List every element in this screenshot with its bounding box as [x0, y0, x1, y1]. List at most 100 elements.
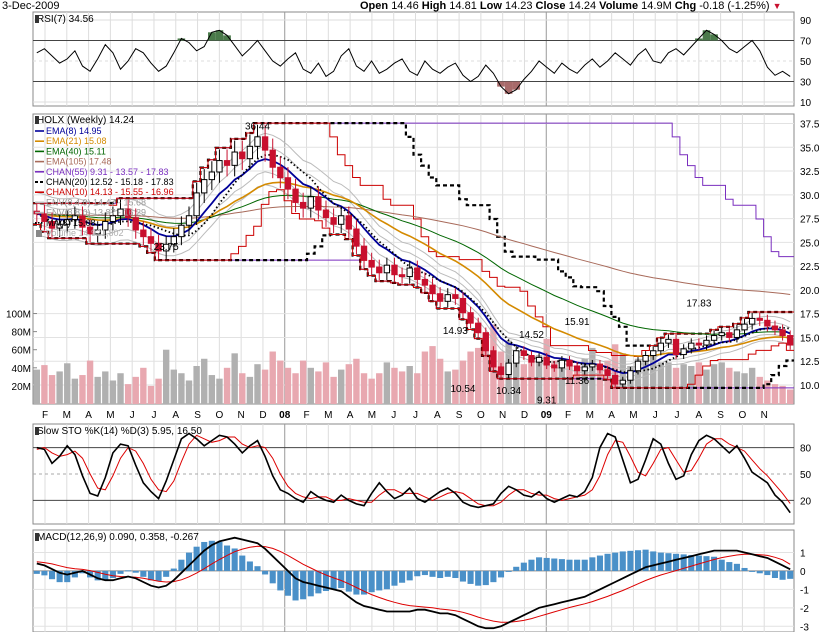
close-value: 14.24 — [568, 0, 597, 12]
macd-histogram-bar — [558, 559, 565, 571]
macd-histogram-bar — [79, 570, 86, 574]
volume-bar — [604, 360, 611, 404]
envelope-line — [36, 171, 791, 378]
candle-body — [528, 355, 535, 363]
volume-bar — [391, 367, 398, 404]
candle-body — [254, 136, 261, 147]
macd-histogram-bar — [627, 550, 634, 571]
rsi-tick-label: 50 — [800, 57, 812, 68]
macd-histogram-bar — [231, 548, 238, 571]
macd-histogram-bar — [642, 549, 649, 571]
candle-body — [41, 213, 48, 222]
macd-histogram-bar — [566, 559, 573, 571]
volume-bar — [764, 380, 771, 404]
x-axis-month-label: 08 — [279, 410, 291, 421]
volume-bar — [48, 375, 56, 404]
macd-histogram-bar — [634, 550, 642, 571]
x-axis-month-label: N — [238, 410, 245, 421]
volume-bar — [185, 380, 193, 404]
price-annotation: 14.93 — [443, 326, 468, 337]
candle-body — [132, 217, 139, 231]
candle-body — [581, 366, 588, 372]
sto-tick-label: 80 — [800, 444, 812, 455]
macd-histogram-bar — [391, 570, 398, 586]
macd-histogram-bar — [185, 552, 193, 571]
price-annotation: 11.36 — [565, 376, 590, 387]
ema8-line — [36, 158, 791, 375]
macd-histogram-bar — [338, 570, 345, 589]
candle-body — [619, 379, 626, 385]
candle-body — [102, 220, 109, 231]
volume-bar — [627, 366, 634, 404]
x-axis-month-label: 09 — [541, 410, 553, 421]
x-axis-month-label: M — [586, 410, 594, 421]
legend-label: EMA(105) 17.48 — [46, 157, 112, 167]
macd-histogram-bar — [360, 570, 368, 595]
legend-label: MA(8) 15.08 — [46, 218, 96, 228]
candle-body — [261, 136, 269, 151]
volume-bar — [786, 389, 794, 404]
x-axis-month-label: A — [347, 410, 354, 421]
candle-body — [330, 217, 337, 225]
macd-tick-label: -3 — [800, 622, 809, 632]
rsi-overbought-fill — [695, 38, 703, 41]
volume-bar — [436, 358, 444, 404]
candle-body — [383, 264, 391, 274]
volume-bar — [703, 369, 710, 404]
candle-body — [436, 293, 444, 302]
macd-histogram-bar — [513, 566, 520, 571]
rsi-oversold-fill — [512, 81, 521, 90]
macd-histogram-bar — [482, 570, 489, 586]
macd-histogram-bar — [749, 570, 756, 572]
volume-bar — [124, 384, 132, 404]
macd-histogram-bar — [764, 570, 771, 576]
price-tick-label: 37.5 — [800, 120, 820, 131]
macd-histogram-bar — [437, 570, 444, 579]
x-axis-month-label: M — [324, 410, 332, 421]
candle-body — [353, 228, 360, 247]
macd-histogram-bar — [117, 570, 124, 574]
candle-body — [406, 267, 413, 278]
candle-body — [140, 229, 147, 238]
rsi-title-marker — [35, 15, 39, 23]
volume-bar — [376, 373, 383, 404]
candle-body — [733, 329, 741, 338]
macd-histogram-bar — [771, 570, 779, 579]
macd-histogram-bar — [178, 559, 185, 571]
chart-header: 3-Dec-2009 Open 14.46 High 14.81 Low 14.… — [0, 0, 822, 12]
candle-body — [246, 145, 254, 160]
macd-histogram-bar — [239, 555, 246, 571]
x-axis-month-label: O — [215, 410, 223, 421]
macd-histogram-bar — [269, 570, 276, 584]
candle-body — [688, 342, 695, 350]
x-axis-month-label: S — [194, 410, 201, 421]
candle-body — [612, 374, 619, 385]
candle-body — [147, 236, 155, 244]
open-value: 14.46 — [391, 0, 419, 12]
volume-bar — [239, 373, 246, 404]
candle-body — [710, 335, 718, 341]
macd-histogram-bar — [246, 561, 253, 571]
candle-body — [452, 294, 459, 299]
legend-label: Volume 14,921,802 — [46, 228, 124, 238]
x-axis-month-label: A — [434, 410, 441, 421]
x-axis-month-label: D — [259, 410, 266, 421]
price-tick-label: 12.5 — [800, 357, 820, 368]
x-axis-month-label: J — [675, 410, 680, 421]
x-axis-month-label: J — [653, 410, 658, 421]
volume-bar — [444, 371, 451, 404]
volume-bar — [261, 369, 269, 404]
volume-bar — [695, 362, 703, 404]
chan10-upper — [33, 122, 794, 357]
price-annotation: 23.75 — [154, 242, 179, 253]
x-axis-month-label: F — [303, 410, 309, 421]
volume-bar — [414, 373, 421, 404]
volume-bar — [208, 375, 216, 404]
macd-histogram-bar — [376, 570, 383, 591]
x-axis-month-label: S — [456, 410, 463, 421]
candle-body — [535, 356, 543, 363]
sto-tick-label: 20 — [800, 496, 812, 507]
low-label: Low — [479, 0, 502, 12]
price-annotation: 17.83 — [686, 299, 711, 310]
rsi-tick-label: 90 — [800, 16, 812, 27]
